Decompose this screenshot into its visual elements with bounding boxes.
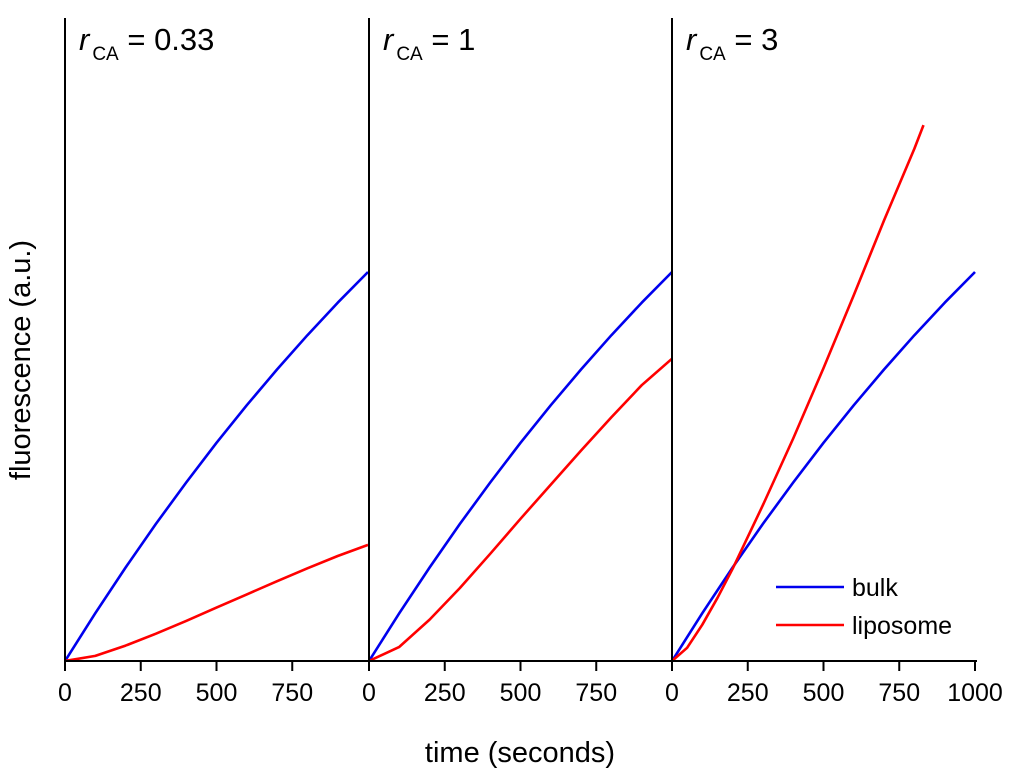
- x-tick-label-panel-3: 1000: [947, 679, 1003, 707]
- panel-title-2: r CA = 1: [383, 22, 475, 65]
- x-tick-label-panel-2: 750: [575, 679, 617, 707]
- x-tick-label-panel-3: 750: [878, 679, 920, 707]
- series-line-bulk-panel-3: [672, 271, 976, 662]
- panel-title-1: r CA = 0.33: [79, 22, 214, 65]
- x-tick-label-panel-2: 0: [362, 679, 376, 707]
- panel-title-subscript: CA: [699, 44, 726, 65]
- x-axis-title: time (seconds): [425, 737, 615, 769]
- panel-3: 0 250 500 750 1000 r CA = 3: [665, 18, 1003, 707]
- x-tick-label-panel-2: 250: [424, 679, 466, 707]
- legend-label-liposome: liposome: [852, 612, 952, 640]
- x-tick-label-panel-3: 0: [665, 679, 679, 707]
- legend-label-bulk: bulk: [852, 574, 898, 602]
- series-line-liposome-panel-1: [65, 543, 369, 662]
- x-tick-label-panel-1: 0: [58, 679, 72, 707]
- panel-title-value: = 1: [423, 22, 476, 57]
- x-tick-label-panel-1: 750: [271, 679, 313, 707]
- panel-title-variable: r: [79, 22, 91, 57]
- panel-title-3: r CA = 3: [686, 22, 778, 65]
- panel-title-subscript: CA: [92, 44, 119, 65]
- series-line-bulk-panel-1: [65, 271, 369, 662]
- x-tick-label-panel-3: 500: [803, 679, 845, 707]
- panel-1: 0 250 500 750 r CA = 0.33: [58, 18, 369, 707]
- panel-title-subscript: CA: [396, 44, 423, 65]
- panel-title-variable: r: [686, 22, 698, 57]
- x-tick-label-panel-1: 500: [196, 679, 238, 707]
- panel-title-value: = 0.33: [119, 22, 215, 57]
- series-line-liposome-panel-2: [369, 357, 673, 662]
- panel-title-value: = 3: [726, 22, 779, 57]
- series-line-liposome-panel-3: [672, 124, 925, 662]
- chart-legend: bulk liposome: [776, 574, 952, 640]
- x-tick-label-panel-1: 250: [120, 679, 162, 707]
- panel-2: 0 250 500 750 r CA = 1: [362, 18, 673, 707]
- y-axis-title: fluorescence (a.u.): [5, 240, 37, 480]
- series-line-bulk-panel-2: [369, 271, 673, 662]
- x-tick-label-panel-2: 500: [500, 679, 542, 707]
- x-tick-label-panel-3: 250: [727, 679, 769, 707]
- panel-title-variable: r: [383, 22, 395, 57]
